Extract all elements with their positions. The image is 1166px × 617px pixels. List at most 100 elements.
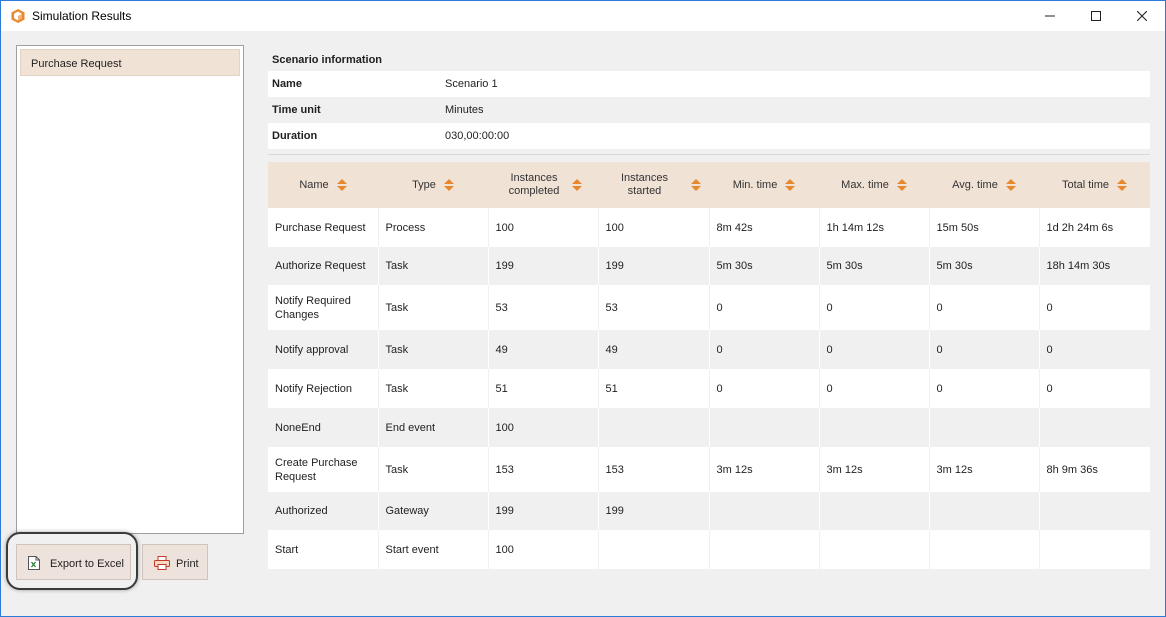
table-cell: 100	[598, 208, 710, 247]
column-header-instances-completed[interactable]: Instances completed	[488, 162, 598, 208]
table-cell	[709, 530, 820, 569]
column-header-name[interactable]: Name	[268, 162, 378, 208]
column-header-max-time[interactable]: Max. time	[819, 162, 929, 208]
table-cell	[1039, 408, 1150, 447]
scenario-row: Name Scenario 1	[268, 71, 1150, 97]
table-cell	[598, 408, 710, 447]
column-header-avg-time[interactable]: Avg. time	[929, 162, 1039, 208]
minimize-button[interactable]	[1027, 1, 1073, 31]
column-header-label: Name	[299, 178, 329, 191]
sort-arrows-icon[interactable]	[1117, 179, 1128, 191]
table-cell: 0	[929, 369, 1040, 408]
table-cell: Task	[378, 247, 489, 285]
table-cell: 0	[929, 330, 1040, 369]
table-row[interactable]: Purchase Request Process 100 100 8m 42s 1h 14…	[268, 208, 1150, 247]
table-cell	[819, 408, 930, 447]
table-cell	[929, 408, 1040, 447]
column-header-label: Type	[412, 178, 436, 191]
column-header-label: Min. time	[732, 178, 778, 191]
table-cell: Create Purchase Request	[268, 447, 379, 492]
table-cell	[819, 492, 930, 530]
table-cell: 0	[819, 369, 930, 408]
table-cell: 100	[488, 208, 599, 247]
scenario-value: 030,00:00:00	[445, 130, 510, 142]
table-cell: Task	[378, 369, 489, 408]
table-cell: 0	[929, 285, 1040, 330]
table-cell: Task	[378, 330, 489, 369]
close-button[interactable]	[1119, 1, 1165, 31]
table-cell: 5m 30s	[709, 247, 820, 285]
divider	[268, 154, 1150, 155]
table-cell	[1039, 492, 1150, 530]
table-cell: 0	[819, 285, 930, 330]
export-to-excel-button[interactable]: Export to Excel	[16, 544, 131, 580]
table-cell: 1d 2h 24m 6s	[1039, 208, 1150, 247]
table-row[interactable]: Create Purchase Request Task 153 153 3m 12s 3…	[268, 447, 1150, 492]
process-list-item-purchase-request[interactable]: Purchase Request	[20, 49, 240, 76]
table-cell	[819, 530, 930, 569]
table-cell: Authorize Request	[268, 247, 379, 285]
table-row[interactable]: NoneEnd End event 100	[268, 408, 1150, 447]
scenario-label: Time unit	[272, 104, 321, 116]
scenario-information: Scenario information Name Scenario 1 Tim…	[268, 45, 1150, 153]
sort-arrows-icon[interactable]	[785, 179, 796, 191]
scenario-value: Minutes	[445, 104, 484, 116]
sort-arrows-icon[interactable]	[1005, 179, 1016, 191]
table-cell: 0	[1039, 330, 1150, 369]
sort-arrows-icon[interactable]	[572, 179, 582, 191]
sort-arrows-icon[interactable]	[896, 179, 907, 191]
table-row[interactable]: Notify Rejection Task 51 51 0 0 0 0	[268, 369, 1150, 408]
table-cell: 53	[488, 285, 599, 330]
table-cell: 5m 30s	[929, 247, 1040, 285]
table-cell: 199	[488, 492, 599, 530]
table-cell: End event	[378, 408, 489, 447]
table-row[interactable]: Start Start event 100	[268, 530, 1150, 569]
table-cell	[929, 492, 1040, 530]
results-table: Name Type Instances completed Instances …	[268, 162, 1150, 569]
column-header-label: Max. time	[841, 178, 889, 191]
table-cell: 53	[598, 285, 710, 330]
column-header-label: Instances completed	[508, 172, 560, 197]
results-table-body: Purchase Request Process 100 100 8m 42s 1h 14…	[268, 208, 1150, 569]
sort-arrows-icon[interactable]	[443, 179, 454, 191]
maximize-button[interactable]	[1073, 1, 1119, 31]
excel-file-icon	[28, 556, 40, 573]
table-cell: 153	[598, 447, 710, 492]
table-row[interactable]: Notify approval Task 49 49 0 0 0 0	[268, 330, 1150, 369]
table-cell: NoneEnd	[268, 408, 379, 447]
table-row[interactable]: Authorized Gateway 199 199	[268, 492, 1150, 530]
table-cell	[598, 530, 710, 569]
sort-arrows-icon[interactable]	[691, 179, 701, 191]
table-cell: 199	[488, 247, 599, 285]
table-cell: 51	[488, 369, 599, 408]
table-cell: Process	[378, 208, 489, 247]
column-header-type[interactable]: Type	[378, 162, 488, 208]
column-header-label: Total time	[1061, 178, 1110, 191]
table-cell: 0	[709, 285, 820, 330]
table-cell: Notify Rejection	[268, 369, 379, 408]
column-header-label: Instances started	[620, 172, 669, 197]
process-list-panel: Purchase Request	[16, 45, 244, 534]
table-cell: 51	[598, 369, 710, 408]
print-button[interactable]: Print	[142, 544, 208, 580]
column-header-min-time[interactable]: Min. time	[709, 162, 819, 208]
column-header-instances-started[interactable]: Instances started	[598, 162, 709, 208]
table-cell: 49	[488, 330, 599, 369]
table-row[interactable]: Notify Required Changes Task 53 53 0 0 0 0	[268, 285, 1150, 330]
table-row[interactable]: Authorize Request Task 199 199 5m 30s 5m 30s 5…	[268, 247, 1150, 285]
table-cell: 100	[488, 530, 599, 569]
table-cell: Start event	[378, 530, 489, 569]
table-cell: 0	[1039, 285, 1150, 330]
table-cell: 0	[1039, 369, 1150, 408]
scenario-row: Duration 030,00:00:00	[268, 123, 1150, 149]
table-cell: Purchase Request	[268, 208, 379, 247]
table-cell: 3m 12s	[709, 447, 820, 492]
column-header-label: Avg. time	[952, 178, 998, 191]
table-cell: 8h 9m 36s	[1039, 447, 1150, 492]
sort-arrows-icon[interactable]	[336, 179, 347, 191]
scenario-label: Name	[272, 78, 302, 90]
column-header-total-time[interactable]: Total time	[1039, 162, 1150, 208]
table-cell: 0	[819, 330, 930, 369]
table-cell: Task	[378, 447, 489, 492]
